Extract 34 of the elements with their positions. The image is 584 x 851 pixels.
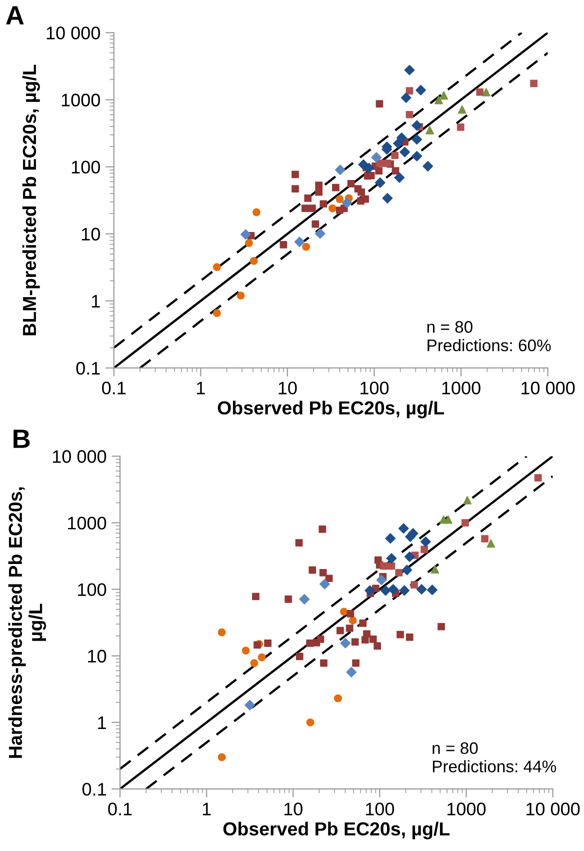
x-tick-label: 10	[278, 382, 297, 394]
y-axis-title: BLM-predicted Pb EC20s, µg/L	[22, 64, 40, 336]
x-tick-label: 1000	[448, 802, 486, 816]
y-tick-label: 1	[98, 716, 106, 729]
x-tick-label: 10 000	[522, 382, 575, 394]
x-tick-label: 1000	[442, 382, 480, 394]
x-tick-label: 10 000	[526, 802, 580, 816]
x-tick-label: 10	[284, 802, 302, 816]
annotation: Predictions: 60%	[428, 339, 551, 352]
x-tick-label: 0.1	[102, 382, 126, 394]
y-tick-label: 10 000	[46, 26, 100, 40]
y-tick-label: 1	[92, 295, 100, 308]
y-tick-label: 0.1	[82, 782, 106, 796]
y-axis-title: Hardness-predicted Pb EC20s, µg/L	[8, 487, 46, 758]
y-tick-label: 10	[88, 650, 106, 663]
x-tick-label: 100	[366, 802, 394, 816]
y-tick-label: 10 000	[52, 450, 106, 463]
chart-title: A	[6, 6, 24, 24]
y-tick-label: 0.1	[76, 362, 100, 375]
annotation: n = 80	[427, 321, 472, 333]
x-tick-label: 1	[202, 802, 211, 816]
annotation: n = 80	[432, 742, 478, 754]
x-axis-title: Observed Pb EC20s, µg/L	[223, 822, 450, 840]
x-axis-title: Observed Pb EC20s, µg/L	[218, 400, 444, 418]
chart-title: B	[14, 430, 30, 448]
x-tick-label: 0.1	[108, 802, 132, 816]
x-tick-label: 100	[360, 382, 389, 394]
y-tick-label: 1000	[62, 94, 100, 106]
y-tick-label: 10	[82, 228, 100, 241]
y-tick-label: 100	[72, 160, 100, 174]
x-tick-label: 1	[197, 382, 205, 394]
y-tick-label: 100	[78, 583, 106, 596]
y-tick-label: 1000	[68, 516, 106, 530]
annotation: Predictions: 44%	[432, 760, 556, 772]
